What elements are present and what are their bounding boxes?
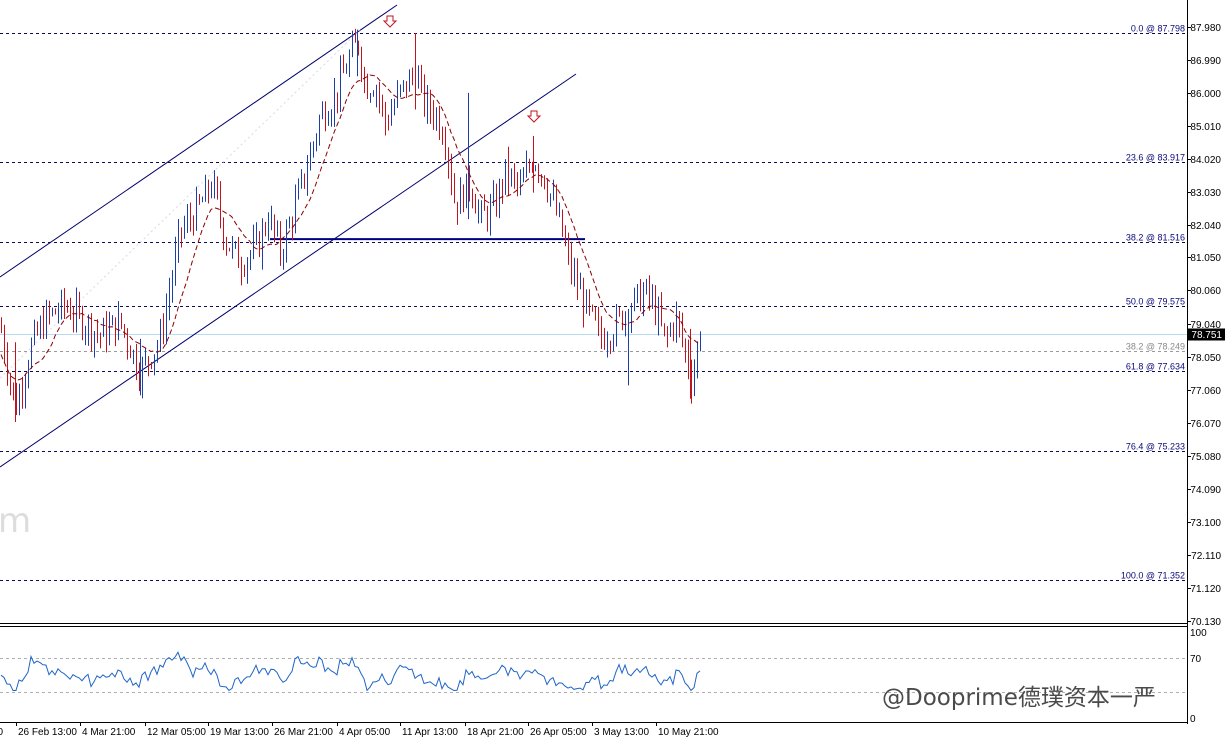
channel-mid — [0, 29, 361, 379]
watermark-right: @Dooprime德璞资本一严 — [882, 685, 1156, 711]
fractal-arrow-2 — [526, 110, 542, 123]
price-label-7: 81.050 — [1190, 253, 1221, 264]
price-label-14: 74.090 — [1190, 485, 1221, 496]
price-axis: 87.980 86.990 86.000 85.010 84.020 83.030 82.0… — [1187, 23, 1225, 628]
price-label-9: 79.040 — [1190, 320, 1221, 331]
time-label-4: 19 Mar 13:00 — [210, 727, 269, 738]
osc-label-2: 0 — [1190, 714, 1196, 725]
time-label-5: 26 Mar 21:00 — [274, 727, 333, 738]
price-label-5: 83.030 — [1190, 188, 1221, 199]
current-price-tag: 78.751 — [1188, 328, 1225, 341]
current-price-label: 78.751 — [1191, 330, 1222, 341]
price-label-2: 86.000 — [1190, 89, 1221, 100]
moving-average — [0, 74, 701, 381]
channel-upper — [0, 4, 398, 278]
price-label-12: 76.070 — [1190, 419, 1221, 430]
time-label-9: 26 Apr 05:00 — [530, 727, 587, 738]
watermark-left: m — [0, 501, 31, 541]
time-label-3: 12 Mar 05:00 — [147, 727, 206, 738]
time-label-1: 26 Feb 13:00 — [18, 727, 77, 738]
time-label-6: 4 Apr 05:00 — [339, 727, 391, 738]
fib-label-5: 61.8 @ 77.634 — [1126, 362, 1185, 372]
time-label-11: 10 May 21:00 — [658, 727, 719, 738]
osc-label-0: 100 — [1190, 628, 1207, 639]
price-channel — [0, 4, 577, 468]
price-label-15: 73.100 — [1190, 518, 1221, 529]
price-label-6: 82.040 — [1190, 221, 1221, 232]
price-label-18: 70.130 — [1190, 617, 1221, 628]
candles — [1, 28, 701, 423]
fib-label-2: 38.2 @ 81.516 — [1126, 233, 1185, 243]
time-label-2: 4 Mar 21:00 — [82, 727, 136, 738]
time-label-8: 18 Apr 21:00 — [467, 727, 524, 738]
price-label-13: 75.080 — [1190, 452, 1221, 463]
fib-label-3: 50.0 @ 79.575 — [1126, 297, 1185, 307]
price-label-8: 80.060 — [1190, 286, 1221, 297]
fractal-arrow-1 — [382, 15, 398, 28]
down-arrow-icon — [382, 15, 398, 28]
fib-label-7: 100.0 @ 71.352 — [1121, 571, 1185, 581]
time-axis: 00 26 Feb 13:00 4 Mar 21:00 12 Mar 05:00 19 … — [0, 722, 719, 738]
fractal-markers — [382, 15, 542, 123]
price-label-0: 87.980 — [1190, 23, 1221, 34]
time-label-0: 00 — [0, 727, 4, 738]
current-price-box — [1188, 328, 1225, 341]
oscillator-pane: 100 70 0 — [0, 628, 1207, 725]
channel-lower — [0, 73, 577, 468]
moving-average-line — [0, 74, 701, 381]
price-label-10: 78.050 — [1190, 353, 1221, 364]
price-label-16: 72.110 — [1191, 551, 1221, 562]
fib-label-6: 76.4 @ 75.233 — [1126, 442, 1185, 452]
time-label-7: 11 Apr 13:00 — [402, 727, 458, 738]
time-label-10: 3 May 13:00 — [594, 727, 649, 738]
price-label-17: 71.120 — [1190, 584, 1221, 595]
price-label-11: 77.060 — [1190, 386, 1221, 397]
fib-label-0: 0.0 @ 87.798 — [1131, 24, 1185, 34]
price-label-1: 86.990 — [1190, 56, 1221, 67]
osc-label-1: 70 — [1190, 654, 1202, 665]
down-arrow-icon — [526, 110, 542, 123]
fib-label-1: 23.6 @ 83.917 — [1126, 153, 1185, 163]
fibonacci-levels: 0.0 @ 87.798 23.6 @ 83.917 38.2 @ 81.516 50… — [0, 24, 1187, 581]
oscillator-line — [0, 651, 701, 692]
price-label-3: 85.010 — [1190, 122, 1221, 133]
fib-label-4: 38.2 @ 78.249 — [1126, 342, 1185, 352]
price-label-4: 84.020 — [1190, 155, 1221, 166]
